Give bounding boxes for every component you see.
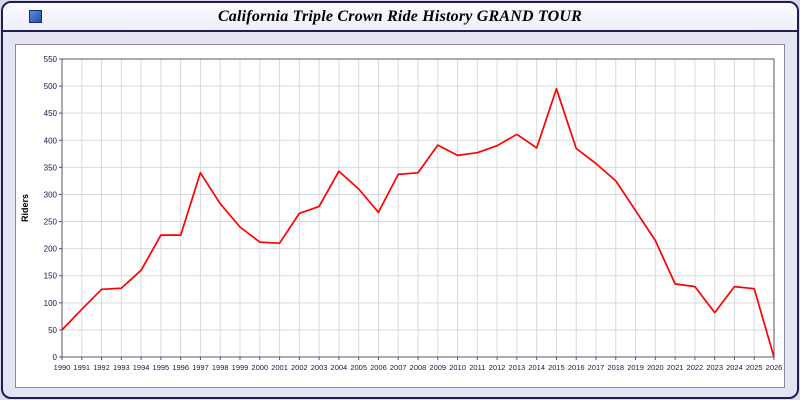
x-tick-label: 1990 [54,363,71,372]
x-tick-label: 2019 [627,363,644,372]
x-tick-label: 2020 [647,363,664,372]
x-tick-label: 2012 [489,363,506,372]
x-tick-label: 2024 [726,363,743,372]
x-tick-label: 2007 [390,363,407,372]
x-tick-label: 2004 [331,363,348,372]
y-tick-label: 300 [44,190,58,199]
y-tick-label: 350 [44,163,58,172]
app-icon [29,10,42,23]
data-line-riders [61,87,775,358]
x-tick-label: 1997 [192,363,209,372]
x-tick-label: 2022 [687,363,704,372]
y-tick-label: 50 [48,326,57,335]
title-bar: California Triple Crown Ride History GRA… [3,3,797,32]
x-tick-label: 2016 [568,363,585,372]
x-tick-label: 1993 [113,363,130,372]
x-tick-label: 2011 [469,363,485,372]
x-tick-label: 1992 [93,363,110,372]
x-tick-label: 2000 [251,363,268,372]
y-tick-label: 450 [44,109,58,118]
y-tick-label: 400 [44,136,58,145]
x-tick-label: 2009 [429,363,446,372]
y-tick-label: 150 [44,272,58,281]
y-tick-label: 500 [44,82,58,91]
x-tick-label: 2006 [370,363,387,372]
x-tick-label: 1998 [212,363,229,372]
x-tick-label: 2001 [271,363,288,372]
x-tick-label: 2026 [766,363,783,372]
x-tick-label: 2005 [350,363,367,372]
y-tick-label: 200 [44,245,58,254]
x-tick-label: 2002 [291,363,308,372]
x-tick-label: 2017 [588,363,605,372]
x-tick-label: 2003 [311,363,328,372]
page-title: California Triple Crown Ride History GRA… [217,7,583,25]
y-tick-label: 100 [44,299,58,308]
chart-panel: 0 50 100 150 200 250 300 350 400 450 500 550 1990 199… [15,44,785,388]
x-tick-label: 2008 [410,363,427,372]
x-tick-label: 2025 [746,363,763,372]
plot-border [61,58,775,358]
x-tick-label: 2010 [449,363,466,372]
x-tick-label: 1995 [153,363,170,372]
y-tick-label: 250 [44,218,58,227]
y-tick-label: 550 [44,55,58,64]
y-axis-label: Riders [20,194,30,222]
x-tick-label: 2018 [607,363,624,372]
x-tick-label: 1999 [232,363,249,372]
x-tick-label: 2021 [667,363,684,372]
x-tick-label: 1994 [133,363,150,372]
x-tick-label: 2015 [548,363,565,372]
x-tick-label: 1991 [73,363,90,372]
x-tick-label: 2014 [528,363,545,372]
y-tick-label: 0 [53,353,58,362]
x-tick-label: 1996 [172,363,189,372]
x-tick-label: 2023 [706,363,723,372]
x-tick-label: 2013 [509,363,526,372]
